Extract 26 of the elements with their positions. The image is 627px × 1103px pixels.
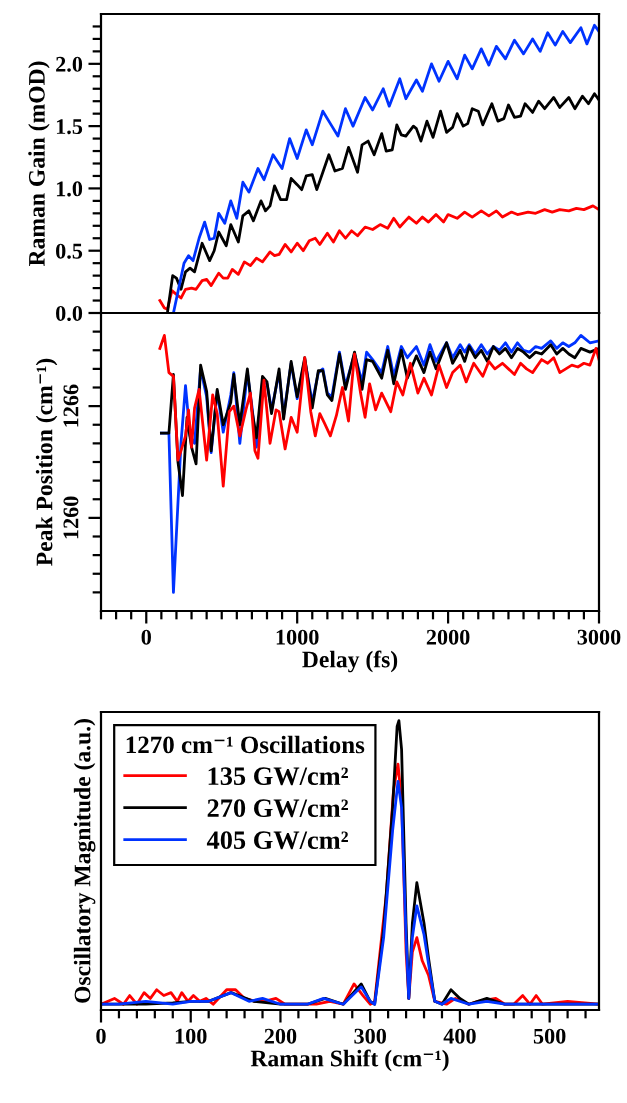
x-tick-label: 3000 bbox=[577, 629, 621, 645]
x-axis-title: Raman Shift (cm⁻¹) bbox=[250, 1049, 449, 1072]
y-axis-title: Oscillatory Magnitude (a.u.) bbox=[73, 719, 96, 1003]
x-tick-label: 200 bbox=[264, 1028, 297, 1044]
x-tick-label: 100 bbox=[175, 1028, 207, 1044]
x-tick-label: 400 bbox=[443, 1028, 476, 1044]
legend-label: 270 GW/cm² bbox=[207, 799, 348, 818]
x-tick-label: 2000 bbox=[426, 629, 470, 645]
y-axis-title: Raman Gain (mOD) bbox=[28, 61, 50, 267]
y-tick-label: 0.0 bbox=[56, 305, 83, 322]
y-axis-title: Peak Position (cm⁻¹) bbox=[35, 358, 58, 566]
x-tick-label: 500 bbox=[533, 1028, 566, 1044]
y-tick-label: 1.0 bbox=[56, 181, 83, 197]
y-tick-label: 0.5 bbox=[56, 243, 83, 259]
x-tick-label: 1000 bbox=[276, 629, 319, 645]
legend-label: 135 GW/cm² bbox=[208, 767, 348, 786]
x-axis-title: Delay (fs) bbox=[302, 650, 398, 673]
x-tick-label: 0 bbox=[141, 629, 151, 645]
x-tick-label: 300 bbox=[354, 1028, 387, 1044]
legend-label: 405 GW/cm² bbox=[206, 831, 348, 850]
y-tick-label: 1260 bbox=[63, 496, 79, 539]
y-tick-label: 1266 bbox=[63, 384, 79, 427]
y-tick-label: 2.0 bbox=[56, 56, 83, 72]
legend-title: 1270 cm⁻¹ Oscillations bbox=[126, 735, 365, 754]
x-tick-label: 0 bbox=[96, 1028, 106, 1044]
y-tick-label: 1.5 bbox=[56, 119, 83, 135]
